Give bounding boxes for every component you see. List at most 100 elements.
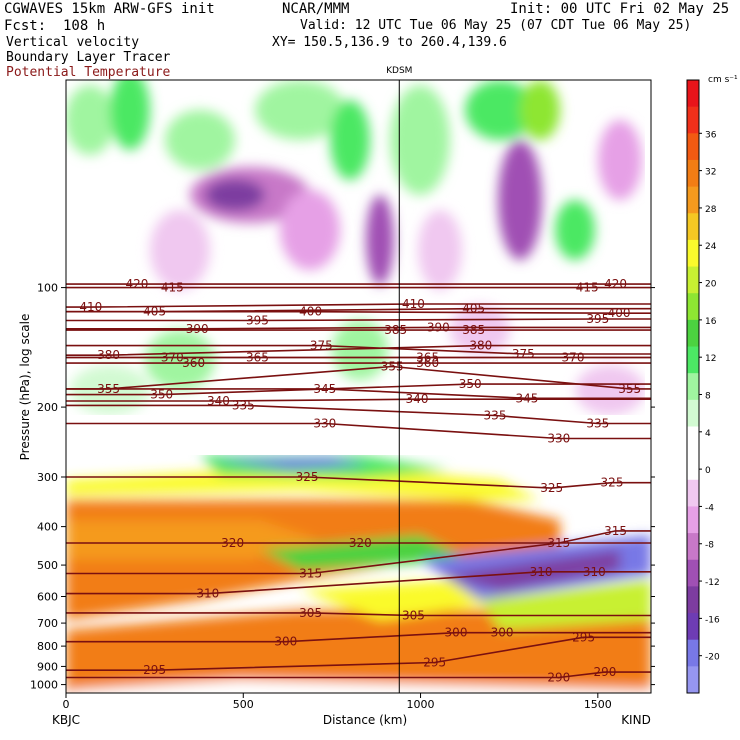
y-tick-label: 600 [37, 591, 58, 604]
vertical-velocity-field [66, 80, 651, 693]
colorbar-frame [686, 79, 700, 694]
isentrope-line [66, 303, 651, 308]
kdsm-station-label: KDSM [386, 66, 412, 76]
isentrope-label: 360 [416, 356, 439, 370]
isentrope-label: 385 [384, 323, 407, 337]
colorbar-swatch [687, 453, 699, 481]
colorbar-swatch [687, 639, 699, 667]
isentrope-label: 315 [547, 536, 570, 550]
station-right-label: KIND [621, 713, 651, 727]
isentrope-line [66, 671, 651, 679]
x-axis-label: Distance (km) [323, 713, 407, 727]
isentrope-label: 315 [299, 566, 322, 580]
colorbar-swatch [687, 239, 699, 268]
isentrope-label: 325 [296, 470, 319, 484]
y-tick-label: 500 [37, 559, 58, 572]
isentrope-label: 340 [406, 392, 429, 406]
valid-time: Valid: 12 UTC Tue 06 May 25 (07 CDT Tue … [300, 18, 692, 33]
isentrope-label: 290 [547, 671, 570, 685]
isentrope-line [66, 636, 651, 671]
isentrope-label: 355 [381, 359, 404, 373]
isentrope-label: 345 [313, 382, 336, 396]
isentrope-line [66, 631, 651, 643]
isentrope-line [66, 571, 651, 595]
y-axis-label: Pressure (hPa), log scale [18, 314, 32, 461]
colorbar-unit: cm s⁻¹ [708, 75, 738, 85]
colorbar-swatch [687, 533, 699, 561]
colorbar-swatch [687, 506, 699, 534]
isentrope-label: 310 [530, 565, 553, 579]
isentrope-label: 310 [196, 587, 219, 601]
init-time: Init: 00 UTC Fri 02 May 25 [510, 1, 730, 17]
plot-frame [65, 79, 652, 694]
isentrope-line [66, 326, 651, 330]
colorbar-label: 12 [705, 354, 716, 364]
colorbar-label: 8 [705, 391, 711, 401]
isentrope-label: 335 [586, 417, 609, 431]
y-tick-label: 200 [37, 401, 58, 414]
isentrope-label: 325 [601, 476, 624, 490]
isentrope-label: 410 [79, 300, 102, 314]
colorbar-swatch [687, 373, 699, 401]
y-tick-label: 800 [37, 640, 58, 653]
y-tick-label: 300 [37, 471, 58, 484]
isentrope-label: 380 [469, 339, 492, 353]
org-label: NCAR/MMM [282, 1, 350, 17]
colorbar-label: -8 [705, 541, 714, 551]
y-tick-label: 100 [37, 282, 58, 295]
colorbar-swatch [687, 266, 699, 294]
isentrope-line [66, 388, 651, 400]
colorbar-swatch [687, 559, 699, 587]
colorbar-label: 20 [705, 280, 717, 290]
isentrope-line [66, 422, 651, 440]
isentrope-label: 345 [515, 391, 538, 405]
isentrope-label: 385 [462, 323, 485, 337]
isentrope-label: 305 [299, 606, 322, 620]
isentrope-line [66, 476, 651, 489]
isentrope-label: 300 [445, 626, 468, 640]
colorbar-swatch [687, 186, 699, 214]
isentrope-label: 295 [143, 663, 166, 677]
isentrope-label: 420 [125, 277, 148, 291]
isentrope-label: 375 [310, 339, 333, 353]
isentrope-label: 400 [608, 306, 631, 320]
isentrope-line [66, 310, 651, 314]
station-left-label: KBJC [52, 713, 80, 727]
isentrope-line [66, 404, 651, 425]
isentrope-line [66, 530, 651, 575]
colorbar-label: -4 [705, 503, 714, 513]
colorbar-swatch [687, 133, 699, 161]
x-tick-label: 500 [233, 698, 254, 711]
isentrope-label: 415 [161, 281, 184, 295]
y-axis: 100 200 300 400 500 600 700 800 900 1000 [30, 282, 655, 692]
isentrope-label: 365 [246, 350, 269, 364]
colorbar-label: 32 [705, 168, 716, 178]
isentrope-label: 305 [402, 609, 425, 623]
isentrope-label: 395 [246, 313, 269, 327]
x-tick-label: 1000 [407, 698, 435, 711]
colorbar-label: -12 [705, 578, 720, 588]
isentrope-label: 350 [459, 377, 482, 391]
isentrope-label: 340 [207, 394, 230, 408]
isentrope-label: 395 [586, 312, 609, 326]
isentrope-label: 335 [484, 409, 507, 423]
xy-range: XY= 150.5,136.9 to 260.4,139.6 [272, 35, 507, 50]
isentrope-label: 320 [349, 536, 372, 550]
isentrope-label: 320 [221, 536, 244, 550]
x-tick-label: 0 [63, 698, 70, 711]
colorbar-label: 4 [705, 429, 711, 439]
isentrope-label: 310 [583, 565, 606, 579]
isentrope-label: 380 [97, 348, 120, 362]
isentrope-label: 325 [540, 481, 563, 495]
isentrope-line [66, 344, 651, 356]
x-tick-label: 1500 [584, 698, 612, 711]
colorbar-swatch [687, 346, 699, 374]
isentrope-label: 330 [547, 432, 570, 446]
colorbar-label: 28 [705, 205, 717, 215]
y-tick-label: 700 [37, 617, 58, 630]
colorbar-swatch [687, 319, 699, 348]
colorbar-label: -20 [705, 653, 720, 663]
colorbar-label: 16 [705, 317, 717, 327]
colorbar-swatch [687, 80, 699, 108]
